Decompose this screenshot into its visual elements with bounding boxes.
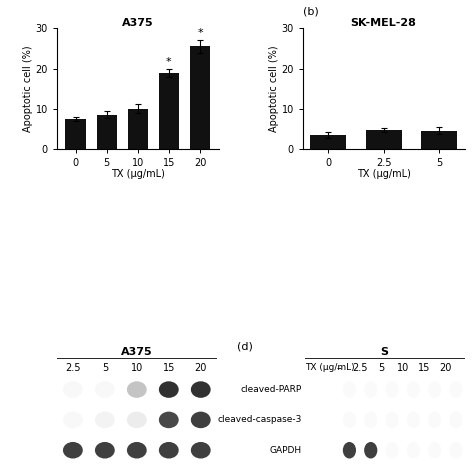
- Ellipse shape: [63, 381, 83, 398]
- Ellipse shape: [364, 411, 377, 428]
- Text: 15: 15: [163, 363, 175, 373]
- Ellipse shape: [364, 381, 377, 398]
- Text: 2.5: 2.5: [352, 363, 368, 373]
- Ellipse shape: [191, 442, 210, 458]
- Ellipse shape: [385, 411, 399, 428]
- Text: TX (μg/mL): TX (μg/mL): [305, 363, 354, 372]
- Ellipse shape: [428, 381, 441, 398]
- Bar: [421, 131, 457, 149]
- Text: *: *: [166, 56, 172, 66]
- Title: A375: A375: [122, 18, 154, 27]
- Text: cleaved-PARP: cleaved-PARP: [240, 385, 301, 394]
- Text: 5: 5: [378, 363, 384, 373]
- Ellipse shape: [159, 442, 179, 458]
- Y-axis label: Apoptotic cell (%): Apoptotic cell (%): [23, 46, 33, 132]
- Bar: [365, 129, 401, 149]
- Ellipse shape: [343, 381, 356, 398]
- Ellipse shape: [449, 381, 463, 398]
- Ellipse shape: [407, 381, 420, 398]
- Text: *: *: [197, 28, 203, 38]
- Bar: [128, 109, 148, 149]
- Ellipse shape: [127, 411, 147, 428]
- Text: 15: 15: [418, 363, 430, 373]
- Ellipse shape: [449, 411, 463, 428]
- Ellipse shape: [191, 411, 210, 428]
- Text: –: –: [337, 363, 341, 373]
- Ellipse shape: [343, 411, 356, 428]
- Ellipse shape: [364, 442, 377, 458]
- Y-axis label: Apoptotic cell (%): Apoptotic cell (%): [269, 46, 279, 132]
- Ellipse shape: [159, 381, 179, 398]
- Bar: [97, 115, 117, 149]
- Bar: [65, 118, 86, 149]
- Ellipse shape: [63, 442, 83, 458]
- Ellipse shape: [385, 442, 399, 458]
- Bar: [159, 73, 179, 149]
- Ellipse shape: [407, 442, 420, 458]
- Ellipse shape: [159, 411, 179, 428]
- X-axis label: TX (μg/mL): TX (μg/mL): [111, 169, 164, 179]
- Ellipse shape: [95, 411, 115, 428]
- Ellipse shape: [127, 442, 147, 458]
- Text: (b): (b): [303, 7, 319, 17]
- Text: GAPDH: GAPDH: [269, 446, 301, 455]
- Ellipse shape: [385, 381, 399, 398]
- Title: SK-MEL-28: SK-MEL-28: [351, 18, 417, 27]
- Ellipse shape: [428, 442, 441, 458]
- Ellipse shape: [95, 381, 115, 398]
- Text: S: S: [381, 347, 389, 357]
- Ellipse shape: [95, 442, 115, 458]
- Ellipse shape: [343, 442, 356, 458]
- Ellipse shape: [191, 381, 210, 398]
- Ellipse shape: [63, 411, 83, 428]
- Bar: [190, 46, 210, 149]
- Ellipse shape: [428, 411, 441, 428]
- Ellipse shape: [127, 381, 147, 398]
- Text: 20: 20: [194, 363, 207, 373]
- Text: 5: 5: [102, 363, 108, 373]
- Bar: [310, 135, 346, 149]
- X-axis label: TX (μg/mL): TX (μg/mL): [357, 169, 410, 179]
- Text: A375: A375: [121, 347, 153, 357]
- Ellipse shape: [407, 411, 420, 428]
- Text: 10: 10: [131, 363, 143, 373]
- Text: 10: 10: [397, 363, 409, 373]
- Text: 20: 20: [439, 363, 452, 373]
- Text: cleaved-caspase-3: cleaved-caspase-3: [217, 415, 301, 424]
- Text: 2.5: 2.5: [65, 363, 81, 373]
- Ellipse shape: [449, 442, 463, 458]
- Text: (d): (d): [237, 341, 253, 351]
